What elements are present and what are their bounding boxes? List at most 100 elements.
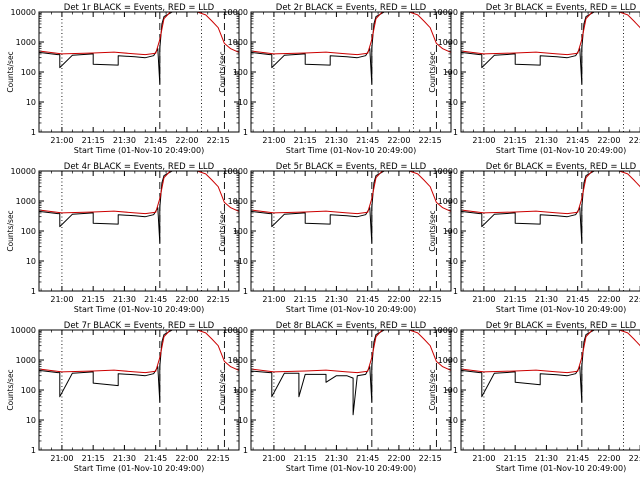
y-tick-label: 1 bbox=[453, 287, 458, 296]
events-series-line bbox=[251, 330, 393, 416]
x-tick-label: 22:00 bbox=[175, 295, 198, 304]
y-tick-label: 100 bbox=[233, 68, 248, 77]
x-tick-label: 21:30 bbox=[113, 136, 136, 145]
chart-panel-3: Det 3r BLACK = Events, RED = LLD 1 10 100 10… bbox=[428, 3, 640, 155]
x-tick-label: 21:15 bbox=[504, 295, 527, 304]
lld-series-line bbox=[39, 12, 239, 56]
x-tick-label: 21:30 bbox=[325, 295, 348, 304]
x-tick-label: 21:15 bbox=[82, 295, 105, 304]
chart-panel-7: Det 7r BLACK = Events, RED = LLD 1 10 100 10… bbox=[6, 321, 240, 473]
y-tick-label: 10000 bbox=[11, 8, 36, 17]
x-tick-label: 22:15 bbox=[419, 295, 442, 304]
x-tick-label: 22:00 bbox=[387, 454, 410, 463]
y-tick-label: 10 bbox=[238, 98, 248, 107]
y-tick-label: 10000 bbox=[223, 8, 248, 17]
x-tick-label: 21:00 bbox=[262, 295, 285, 304]
lld-series-line bbox=[39, 330, 239, 374]
plot-frame bbox=[460, 11, 640, 133]
x-tick-label: 21:30 bbox=[325, 454, 348, 463]
x-tick-label: 22:00 bbox=[597, 295, 620, 304]
lld-series-line bbox=[251, 12, 451, 56]
x-tick-label: 21:00 bbox=[262, 454, 285, 463]
x-tick-label: 21:15 bbox=[504, 136, 527, 145]
y-axis-label: Counts/sec bbox=[428, 210, 437, 251]
x-tick-label: 21:00 bbox=[472, 136, 495, 145]
x-tick-label: 21:15 bbox=[82, 136, 105, 145]
y-tick-label: 100 bbox=[21, 386, 36, 395]
x-tick-label: 22:15 bbox=[419, 454, 442, 463]
y-axis-label: Counts/sec bbox=[218, 369, 227, 410]
plot-frame bbox=[38, 11, 240, 133]
chart-title: Det 3r BLACK = Events, RED = LLD bbox=[486, 3, 637, 13]
y-tick-label: 1000 bbox=[16, 197, 36, 206]
chart-panel-4: Det 4r BLACK = Events, RED = LLD 1 10 100 10… bbox=[6, 162, 240, 314]
y-tick-label: 10 bbox=[448, 98, 458, 107]
x-axis-label: Start Time (01-Nov-10 20:49:00) bbox=[74, 464, 204, 473]
y-tick-label: 10000 bbox=[223, 167, 248, 176]
y-tick-label: 1000 bbox=[228, 38, 248, 47]
y-tick-label: 10000 bbox=[433, 167, 458, 176]
x-tick-label: 21:15 bbox=[294, 295, 317, 304]
events-series-line bbox=[39, 12, 181, 85]
chart-panel-1: Det 1r BLACK = Events, RED = LLD 1 10 100 10… bbox=[6, 3, 240, 155]
plot-frame bbox=[38, 329, 240, 451]
y-tick-label: 10 bbox=[238, 416, 248, 425]
x-tick-label: 22:15 bbox=[629, 295, 640, 304]
x-tick-label: 21:45 bbox=[144, 295, 167, 304]
y-tick-label: 100 bbox=[233, 227, 248, 236]
lld-series-line bbox=[39, 171, 239, 215]
y-tick-label: 1000 bbox=[228, 197, 248, 206]
y-axis-label: Counts/sec bbox=[218, 51, 227, 92]
x-axis-label: Start Time (01-Nov-10 20:49:00) bbox=[286, 146, 416, 155]
x-tick-label: 22:15 bbox=[419, 136, 442, 145]
chart-panel-2: Det 2r BLACK = Events, RED = LLD 1 10 100 10… bbox=[218, 3, 452, 155]
chart-title: Det 5r BLACK = Events, RED = LLD bbox=[276, 162, 427, 172]
y-tick-label: 1000 bbox=[16, 356, 36, 365]
x-tick-label: 22:00 bbox=[597, 136, 620, 145]
plot-frame bbox=[250, 170, 452, 292]
lld-series-line bbox=[461, 330, 640, 374]
x-tick-label: 21:30 bbox=[535, 136, 558, 145]
chart-title: Det 8r BLACK = Events, RED = LLD bbox=[276, 321, 427, 331]
x-tick-label: 22:00 bbox=[387, 136, 410, 145]
x-tick-label: 22:00 bbox=[175, 136, 198, 145]
events-series-line bbox=[251, 12, 393, 85]
x-tick-label: 21:00 bbox=[50, 136, 73, 145]
y-tick-label: 1000 bbox=[438, 38, 458, 47]
chart-title: Det 6r BLACK = Events, RED = LLD bbox=[486, 162, 637, 172]
y-tick-label: 1 bbox=[453, 446, 458, 455]
y-tick-label: 1000 bbox=[228, 356, 248, 365]
y-tick-label: 10 bbox=[26, 257, 36, 266]
events-series-line bbox=[461, 330, 603, 403]
y-tick-label: 100 bbox=[443, 68, 458, 77]
y-tick-label: 1 bbox=[31, 287, 36, 296]
chart-title: Det 1r BLACK = Events, RED = LLD bbox=[64, 3, 215, 13]
y-tick-label: 10 bbox=[26, 98, 36, 107]
x-tick-label: 22:15 bbox=[207, 454, 230, 463]
plot-frame bbox=[460, 170, 640, 292]
x-tick-label: 21:45 bbox=[356, 295, 379, 304]
x-tick-label: 21:45 bbox=[566, 295, 589, 304]
x-tick-label: 21:15 bbox=[82, 454, 105, 463]
chart-title: Det 9r BLACK = Events, RED = LLD bbox=[486, 321, 637, 331]
y-axis-label: Counts/sec bbox=[428, 51, 437, 92]
x-tick-label: 21:15 bbox=[294, 136, 317, 145]
x-tick-label: 21:30 bbox=[113, 295, 136, 304]
x-tick-label: 22:15 bbox=[629, 454, 640, 463]
y-tick-label: 1000 bbox=[438, 356, 458, 365]
chart-panel-5: Det 5r BLACK = Events, RED = LLD 1 10 100 10… bbox=[218, 162, 452, 314]
x-tick-label: 21:45 bbox=[144, 136, 167, 145]
x-tick-label: 21:00 bbox=[472, 295, 495, 304]
y-tick-label: 100 bbox=[21, 68, 36, 77]
chart-title: Det 4r BLACK = Events, RED = LLD bbox=[64, 162, 215, 172]
x-tick-label: 22:00 bbox=[175, 454, 198, 463]
y-tick-label: 10000 bbox=[433, 326, 458, 335]
plot-frame bbox=[38, 170, 240, 292]
lld-series-line bbox=[461, 12, 640, 56]
y-tick-label: 10 bbox=[448, 416, 458, 425]
x-tick-label: 21:45 bbox=[356, 136, 379, 145]
x-axis-label: Start Time (01-Nov-10 20:49:00) bbox=[74, 305, 204, 314]
x-tick-label: 22:15 bbox=[207, 295, 230, 304]
x-tick-label: 22:15 bbox=[629, 136, 640, 145]
y-axis-label: Counts/sec bbox=[218, 210, 227, 251]
